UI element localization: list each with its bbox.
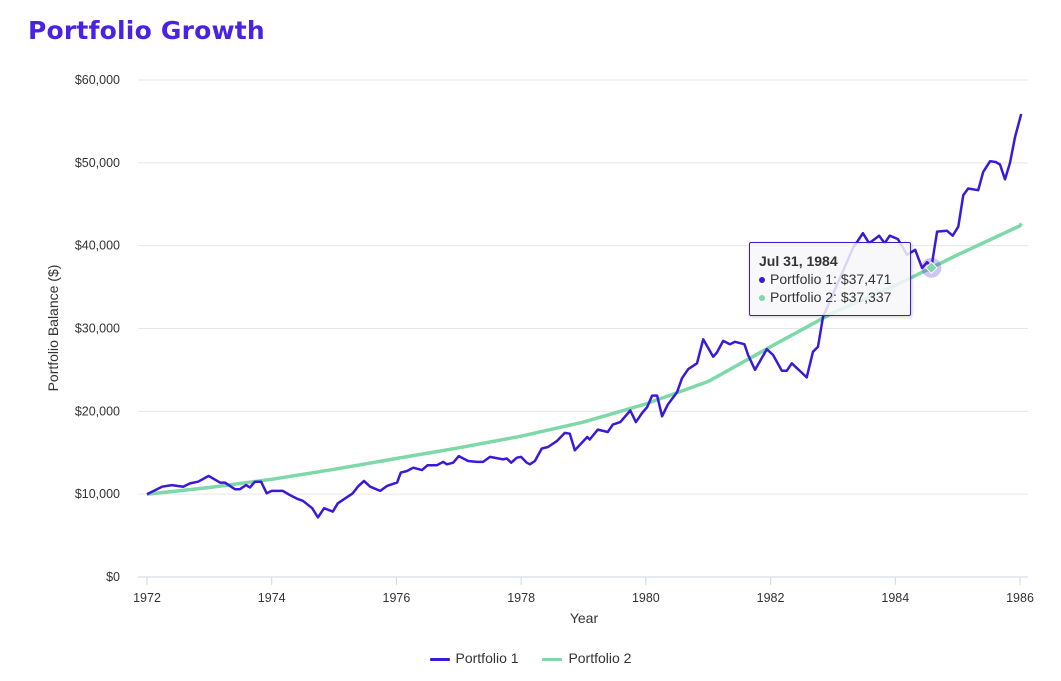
y-tick-label: $0 — [106, 570, 120, 584]
hover-point-portfolio-2 — [925, 261, 938, 275]
x-tick-label: 1982 — [757, 591, 785, 605]
tooltip-row-portfolio-1: Portfolio 1: $37,471 — [759, 270, 910, 288]
portfolio-1-line-icon — [429, 657, 450, 661]
legend-label: Portfolio 2 — [568, 650, 632, 666]
portfolio-2-line-icon — [542, 657, 563, 661]
hover-marker — [921, 257, 942, 278]
y-tick-label: $50,000 — [75, 156, 120, 170]
chart-title: Portfolio Growth — [28, 16, 265, 45]
grid-lines — [138, 79, 1028, 578]
y-axis-title: Portfolio Balance ($) — [45, 265, 61, 392]
x-tick-label: 1986 — [1006, 591, 1034, 605]
portfolio-1-dot-icon — [759, 277, 765, 284]
series-line-portfolio-1 — [146, 113, 1023, 519]
y-tick-label: $20,000 — [75, 404, 120, 418]
x-tick-label: 1974 — [258, 591, 286, 605]
series-lines — [146, 113, 1023, 519]
legend: Portfolio 1 Portfolio 2 — [0, 650, 1061, 666]
legend-label: Portfolio 1 — [455, 650, 519, 666]
x-tick-label: 1984 — [881, 591, 909, 605]
x-axis-ticks: 1972 1974 1976 1978 1980 1982 1984 1986 — [133, 577, 1034, 605]
tooltip-value-portfolio-2: Portfolio 2: $37,337 — [770, 289, 892, 305]
legend-item-portfolio-1[interactable]: Portfolio 1 — [429, 650, 519, 666]
tooltip-value-portfolio-1: Portfolio 1: $37,471 — [770, 271, 892, 287]
tooltip-row-portfolio-2: Portfolio 2: $37,337 — [759, 288, 910, 306]
y-axis-ticks: $0 $10,000 $20,000 $30,000 $40,000 $50,000 $60… — [75, 73, 120, 584]
series-line-portfolio-2 — [146, 222, 1023, 496]
y-tick-label: $30,000 — [75, 322, 120, 336]
x-tick-label: 1972 — [133, 591, 161, 605]
x-tick-label: 1980 — [632, 591, 660, 605]
tooltip: Jul 31, 1984 Portfolio 1: $37,471 Portfo… — [749, 242, 911, 316]
y-tick-label: $40,000 — [75, 239, 120, 253]
tooltip-date: Jul 31, 1984 — [759, 253, 838, 269]
legend-item-portfolio-2[interactable]: Portfolio 2 — [542, 650, 631, 666]
y-tick-label: $60,000 — [75, 73, 120, 87]
x-axis-title: Year — [570, 610, 599, 626]
y-tick-label: $10,000 — [75, 487, 120, 501]
x-tick-label: 1978 — [507, 591, 535, 605]
x-tick-label: 1976 — [383, 591, 411, 605]
portfolio-2-dot-icon — [759, 295, 765, 302]
